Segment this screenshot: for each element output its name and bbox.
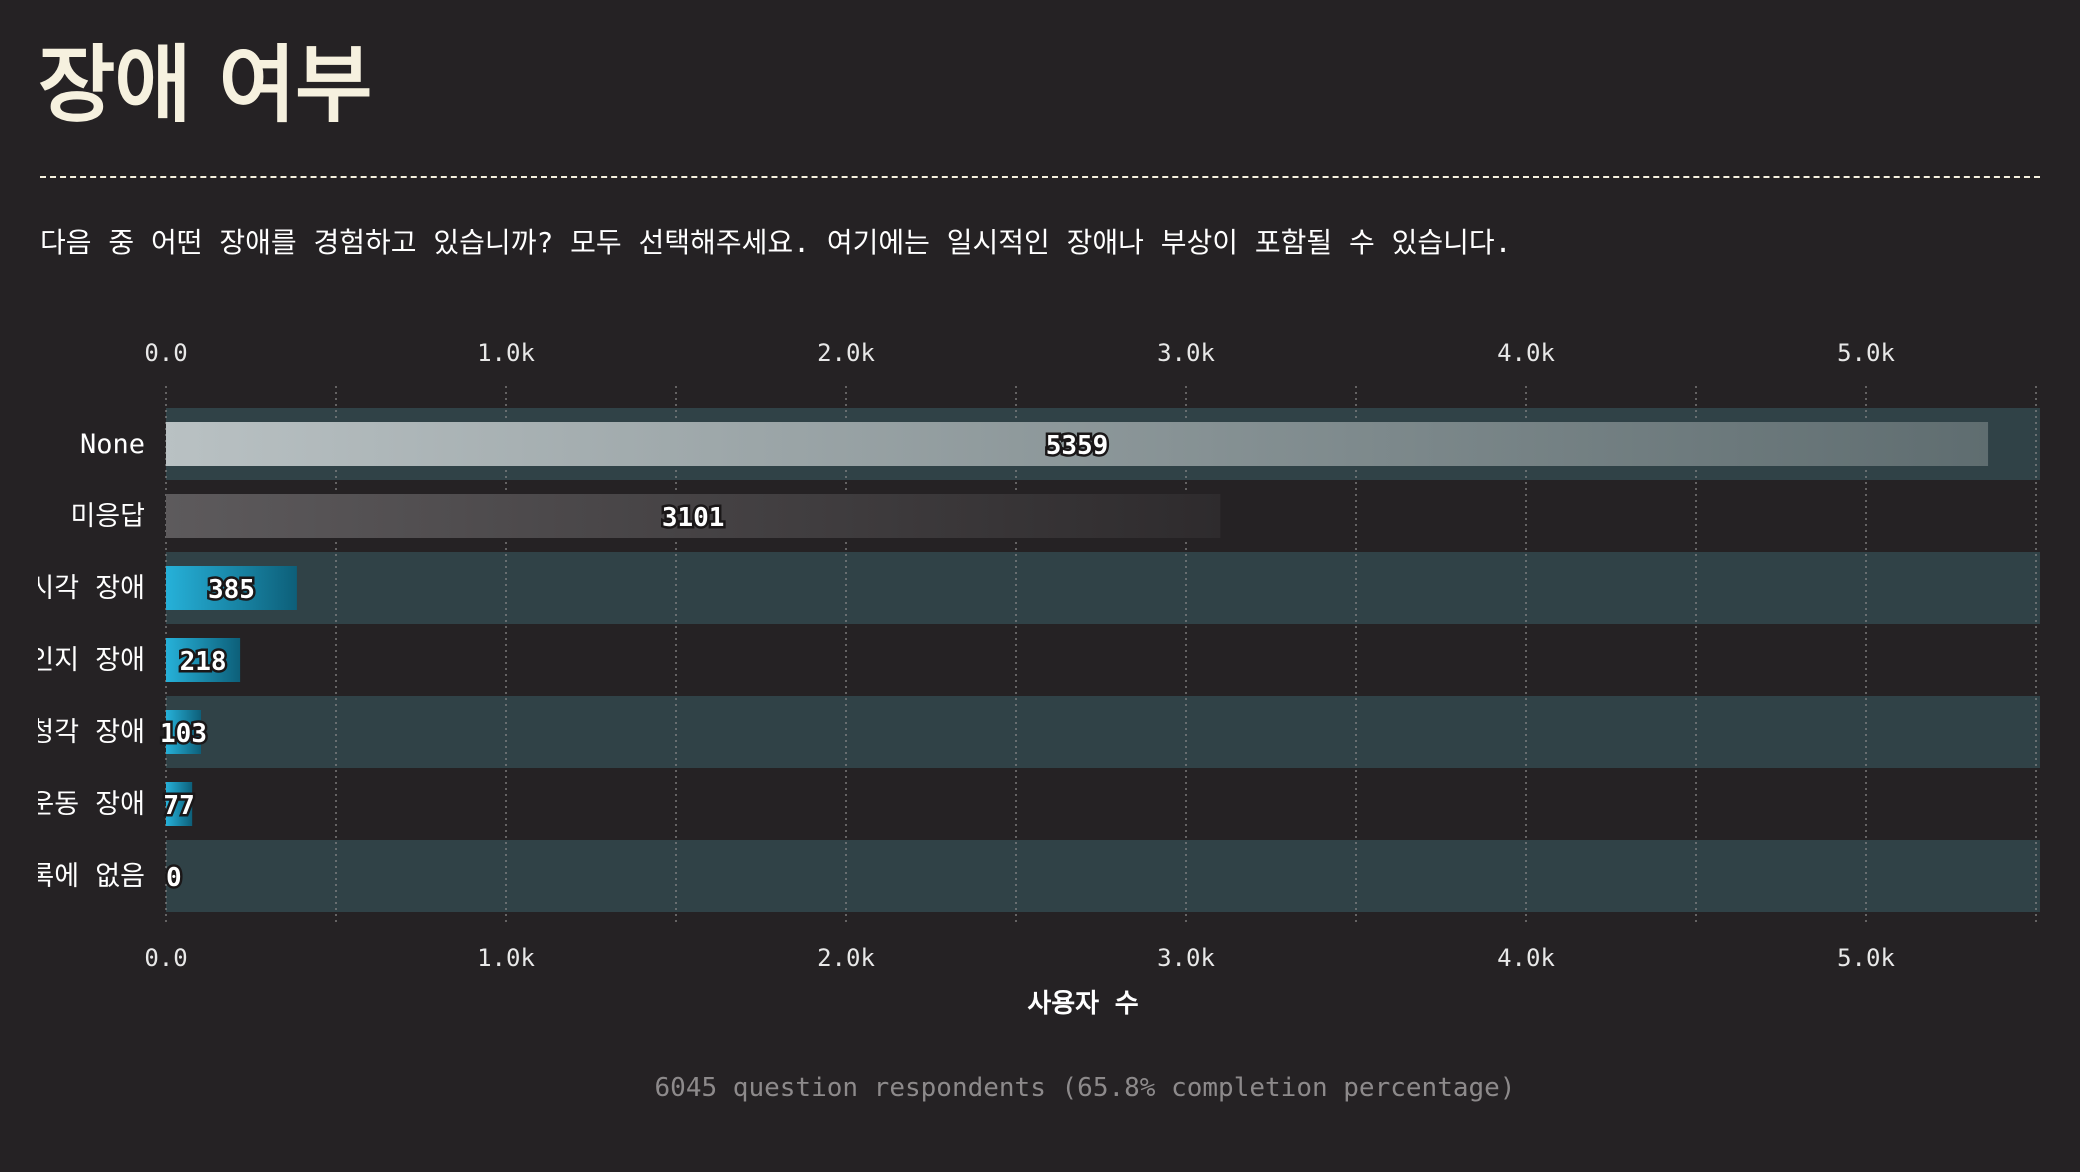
x-tick-label-top: 0.0 [144,339,187,367]
data-label: 3101 [662,503,725,533]
x-axis-title: 사용자 수 [1027,989,1138,1019]
bar-5 [166,782,193,826]
page-title: 장애 여부 [38,36,372,134]
x-tick-label-top: 2.0k [817,339,875,367]
data-label: 0 [166,863,182,893]
bar-1 [166,494,1221,538]
category-label: 운동 장애 [29,789,145,820]
category-label: 목록에 없음 [5,861,145,892]
row-band [166,696,2040,768]
x-tick-label-bottom: 0.0 [144,944,187,972]
category-label: 인지 장애 [29,645,145,676]
category-label: 미응답 [70,501,145,532]
x-tick-label-bottom: 1.0k [477,944,535,972]
row-band [166,840,2040,912]
bar-4 [166,710,202,754]
data-label: 103 [160,719,207,749]
category-label: 청각 장애 [29,717,145,748]
bar-chart: 0.0 0.0 1.0k 1.0k 2.0k 2.0k 3.0k 3.0k 4.0k 4.0k 5.… [5,339,2040,1019]
x-tick-label-bottom: 3.0k [1157,944,1215,972]
bar-3 [166,638,241,682]
row-band [166,552,2040,624]
x-tick-label-top: 1.0k [477,339,535,367]
x-tick-label-top: 3.0k [1157,339,1215,367]
x-tick-label-bottom: 2.0k [817,944,875,972]
respondents-note: 6045 question respondents (65.8% complet… [654,1073,1516,1103]
data-label: 385 [208,575,255,605]
x-tick-label-bottom: 4.0k [1497,944,1555,972]
title-divider [40,176,2040,178]
bar-2 [166,566,297,610]
x-tick-label-top: 5.0k [1837,339,1895,367]
data-label: 77 [163,791,194,821]
data-label: 218 [180,647,227,677]
x-tick-label-top: 4.0k [1497,339,1555,367]
category-label: 시각 장애 [29,573,145,604]
data-label: 5359 [1046,431,1109,461]
category-label: None [80,429,145,460]
bar-0 [166,422,1989,466]
question-text: 다음 중 어떤 장애를 경험하고 있습니까? 모두 선택해주세요. 여기에는 일… [40,226,1512,259]
x-tick-label-bottom: 5.0k [1837,944,1895,972]
